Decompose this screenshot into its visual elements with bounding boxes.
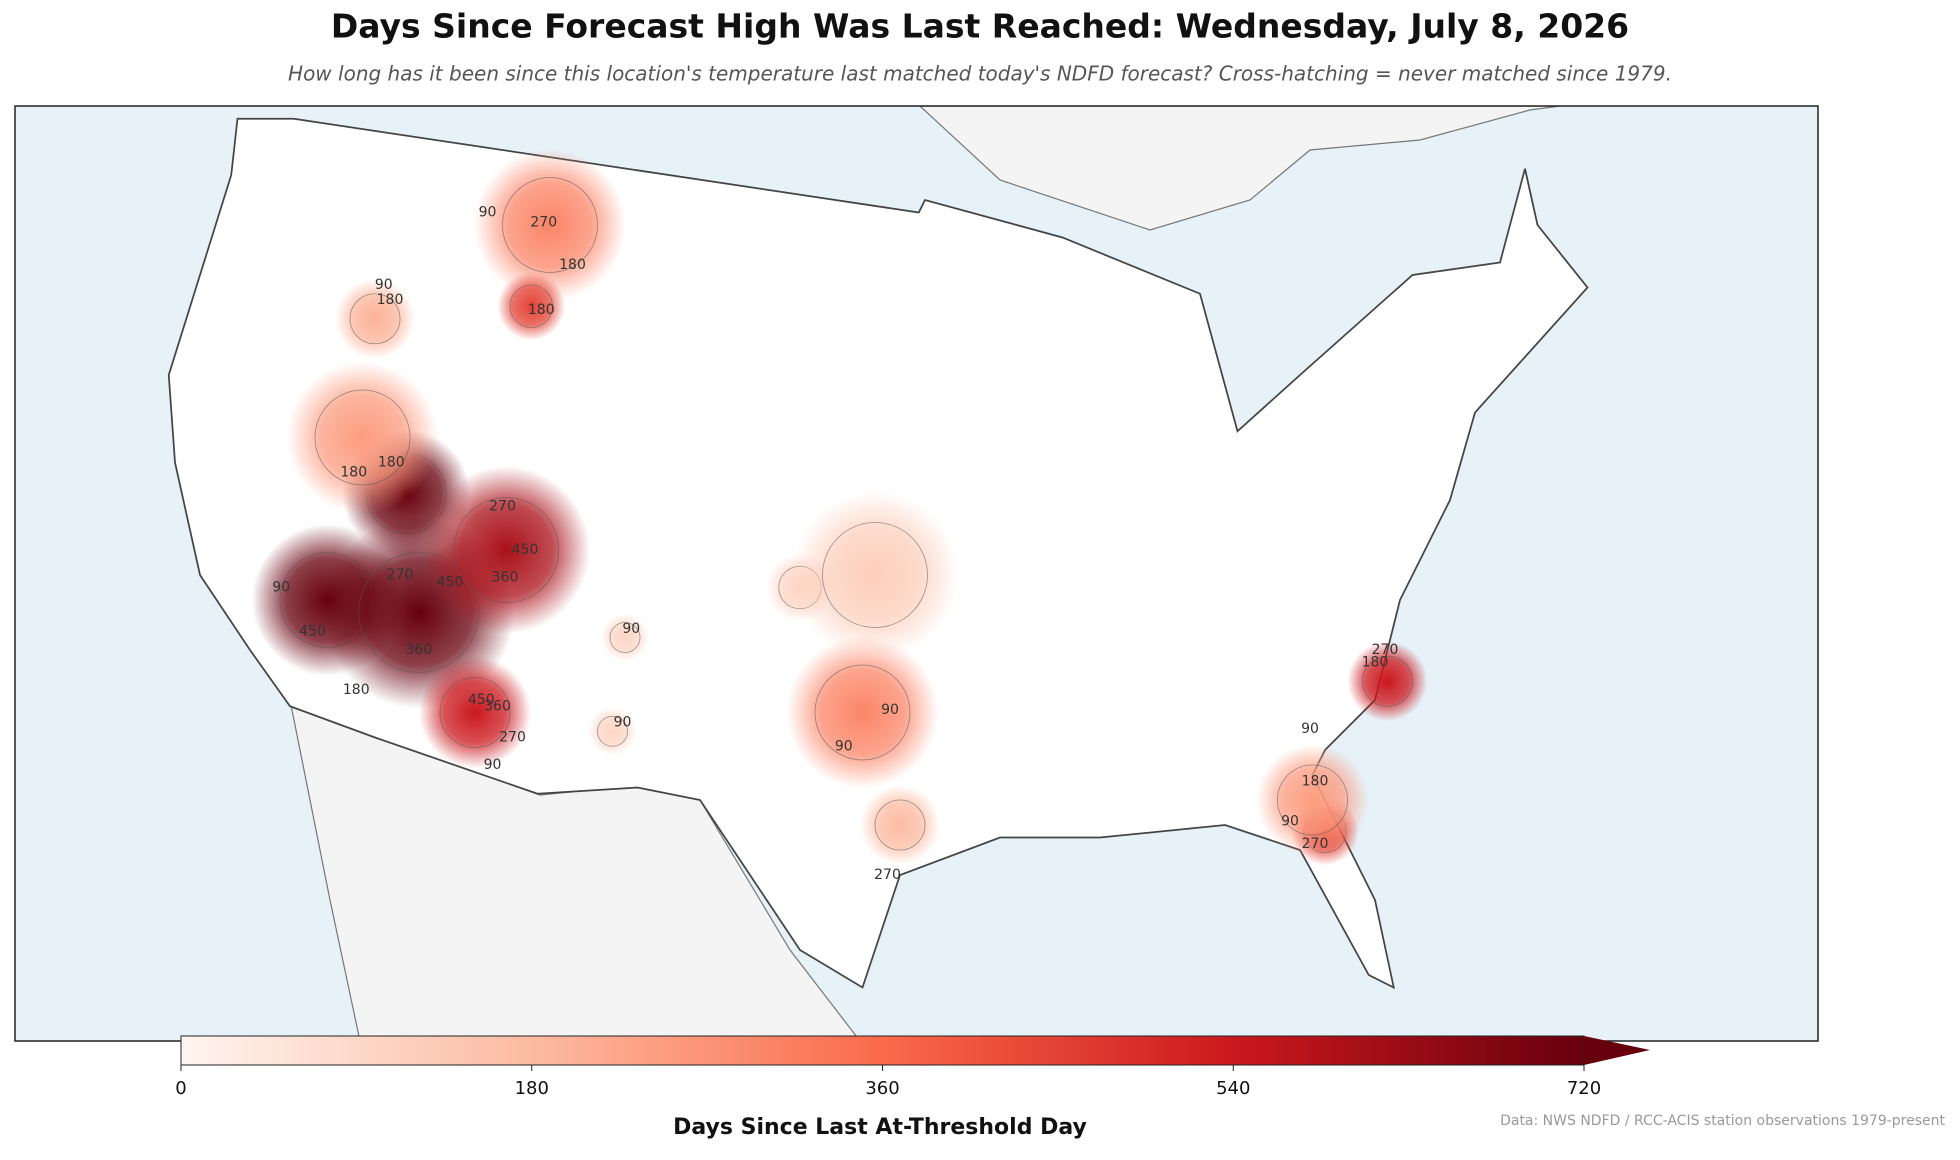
colorbar-ramp [180,1035,1585,1066]
heat-blob [419,656,531,769]
contour-label: 180 [378,455,405,471]
heat-blob [786,636,939,789]
heat-layer [251,149,1428,866]
contour-label: 90 [484,757,502,773]
contour-ring [814,664,911,761]
heat-blob [335,278,415,359]
contour-label: 180 [340,465,367,481]
contour-label: 270 [499,730,526,746]
heat-blob [791,491,959,659]
heat-blob [860,785,940,865]
heat-blob [1347,641,1428,722]
colorbar-tick-label: 540 [1216,1078,1250,1099]
contour-ring [609,622,641,653]
contour-label: 450 [468,692,495,708]
contour-label: 90 [622,621,640,637]
contour-label: 270 [387,567,414,583]
contour-ring [1362,655,1413,707]
contour-label: 90 [614,715,632,731]
colorbar-tick-label: 180 [515,1078,549,1099]
contour-label: 450 [437,575,464,591]
heat-blob [497,272,566,341]
colorbar-tick-label: 720 [1567,1078,1601,1099]
contour-label: 180 [343,682,370,698]
title: Days Since Forecast High Was Last Reache… [331,7,1629,46]
contour-ring [314,389,411,486]
contour-label: 270 [874,867,901,883]
colorbar-label: Days Since Last At-Threshold Day [673,1115,1087,1140]
subtitle: How long has it been since this location… [288,62,1672,86]
source-note: Data: NWS NDFD / RCC-ACIS station observ… [1500,1113,1945,1129]
contour-label: 360 [405,642,432,658]
contour-ring [349,293,401,345]
contour-label: 270 [530,215,557,231]
colorbar-tick-label: 0 [175,1078,186,1099]
contour-label: 180 [377,292,404,308]
contour-label: 90 [479,205,497,221]
contour-ring [597,715,628,747]
contour-label: 180 [528,302,555,318]
heat-blob [474,149,626,301]
contour-label: 180 [1302,773,1329,789]
contour-label: 360 [484,698,511,714]
heat-blob [1256,744,1369,856]
contour-label: 180 [559,257,586,273]
contour-label: 450 [512,542,539,558]
canada [240,106,1561,231]
contour-ring [509,284,553,328]
colorbar [180,1035,1650,1071]
contour-label: 90 [881,702,899,718]
contour-label: 270 [489,498,516,514]
contour-label: 90 [835,738,853,754]
contour-ring [453,497,560,603]
heat-blob [601,613,649,662]
contour-label: 90 [375,277,393,293]
contour-label: 360 [492,570,519,586]
contour-label: 90 [272,580,290,596]
contour-label: 270 [1302,836,1329,852]
contour-label: 450 [299,623,326,639]
contour-ring [822,522,928,628]
contour-label: 90 [1301,721,1319,737]
heat-blob [422,466,591,634]
colorbar-tick-label: 360 [865,1078,899,1099]
contour-ring [874,799,926,851]
contour-label: 270 [1372,642,1399,658]
heat-blob [286,361,439,514]
colorbar-extend [1584,1036,1650,1065]
contour-label: 180 [1362,655,1389,671]
contour-ring [1277,764,1348,836]
contour-label: 90 [1281,813,1299,829]
heat-blob [588,707,637,756]
contour-ring [502,177,598,273]
contour-ring [439,677,511,748]
